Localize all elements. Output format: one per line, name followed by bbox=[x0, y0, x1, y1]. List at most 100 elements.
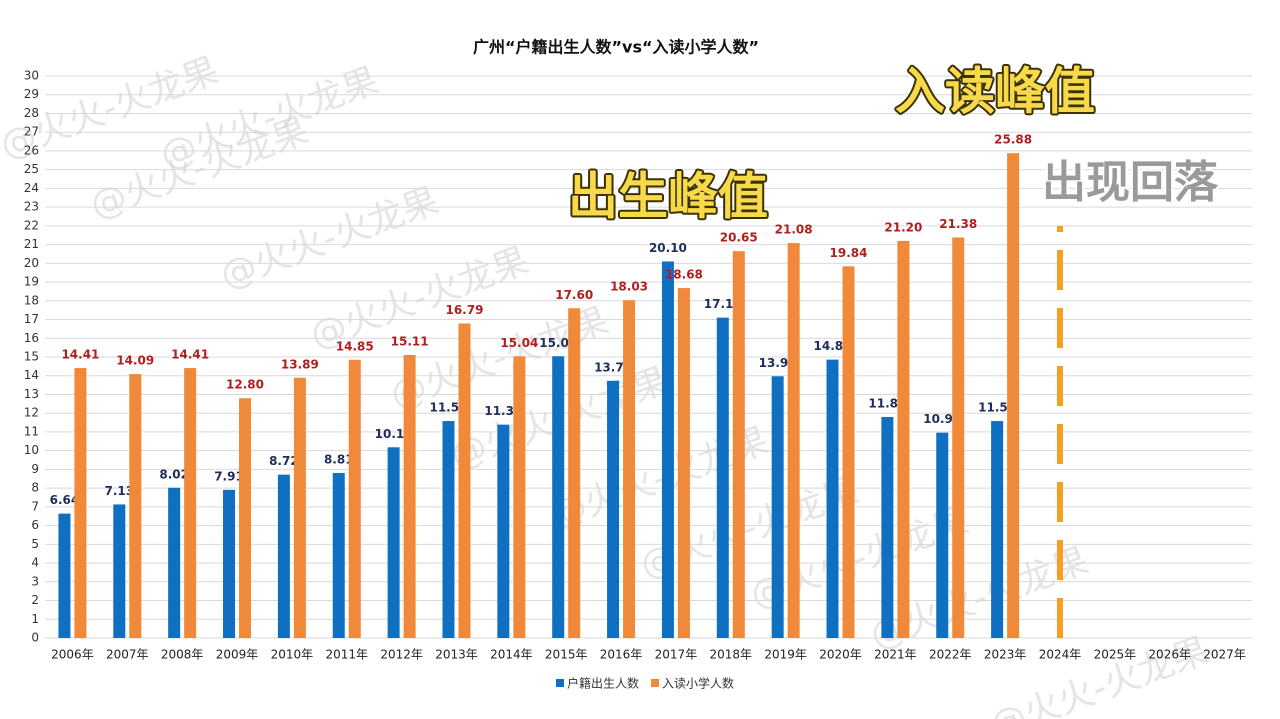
value-label: 11.58 bbox=[429, 401, 467, 415]
value-label: 15.04 bbox=[539, 336, 577, 350]
bar bbox=[442, 421, 455, 638]
value-label: 8.81 bbox=[324, 452, 354, 466]
bar bbox=[168, 487, 181, 638]
bar bbox=[1007, 153, 1020, 638]
y-tick-label: 9 bbox=[31, 462, 39, 476]
x-tick-label: 2008年 bbox=[161, 648, 204, 662]
value-label: 14.41 bbox=[61, 348, 99, 362]
y-tick-label: 23 bbox=[24, 200, 39, 214]
bar bbox=[607, 380, 620, 638]
value-label: 12.80 bbox=[226, 378, 264, 392]
value-label: 13.97 bbox=[759, 356, 797, 370]
y-tick-label: 29 bbox=[24, 87, 39, 101]
bar bbox=[387, 447, 400, 638]
y-tick-label: 25 bbox=[24, 162, 39, 176]
y-tick-label: 27 bbox=[24, 125, 39, 139]
bar bbox=[74, 368, 87, 638]
legend-swatch bbox=[556, 679, 564, 687]
y-tick-label: 6 bbox=[31, 518, 39, 532]
y-tick-label: 22 bbox=[24, 218, 39, 232]
value-label: 14.41 bbox=[171, 348, 209, 362]
y-tick-label: 28 bbox=[24, 106, 39, 120]
x-tick-label: 2027年 bbox=[1203, 648, 1246, 662]
bar bbox=[223, 489, 236, 638]
x-tick-label: 2006年 bbox=[51, 648, 94, 662]
x-tick-label: 2025年 bbox=[1094, 648, 1137, 662]
x-tick-label: 2009年 bbox=[216, 648, 259, 662]
y-tick-label: 24 bbox=[24, 181, 39, 195]
x-tick-label: 2010年 bbox=[271, 648, 314, 662]
value-label: 16.79 bbox=[445, 303, 483, 317]
bar bbox=[936, 432, 949, 638]
bar bbox=[716, 317, 729, 638]
value-label: 14.86 bbox=[814, 339, 852, 353]
legend-swatch bbox=[651, 679, 660, 687]
bar bbox=[277, 474, 290, 638]
y-tick-label: 16 bbox=[24, 331, 39, 345]
x-tick-label: 2015年 bbox=[545, 648, 588, 662]
y-tick-label: 2 bbox=[31, 593, 39, 607]
bar bbox=[787, 243, 800, 639]
bar bbox=[513, 356, 526, 638]
chart-title: 广州“户籍出生人数”vs“入读小学人数” bbox=[473, 38, 759, 57]
value-label: 13.73 bbox=[594, 360, 632, 374]
x-tick-label: 2007年 bbox=[106, 648, 149, 662]
x-tick-label: 2026年 bbox=[1148, 648, 1191, 662]
value-label: 8.72 bbox=[269, 454, 299, 468]
value-label: 21.38 bbox=[939, 217, 977, 231]
value-label: 7.91 bbox=[214, 469, 244, 483]
value-label: 18.03 bbox=[610, 280, 648, 294]
bar bbox=[239, 398, 252, 638]
y-tick-label: 10 bbox=[24, 443, 39, 457]
value-label: 15.11 bbox=[391, 334, 429, 348]
y-tick-label: 17 bbox=[24, 312, 39, 326]
y-tick-label: 4 bbox=[31, 556, 39, 570]
value-label: 17.10 bbox=[704, 297, 742, 311]
x-tick-label: 2023年 bbox=[984, 648, 1027, 662]
y-tick-label: 5 bbox=[31, 537, 39, 551]
bar bbox=[952, 237, 965, 639]
y-tick-label: 8 bbox=[31, 481, 39, 495]
x-tick-label: 2020年 bbox=[819, 648, 862, 662]
y-tick-label: 11 bbox=[24, 424, 39, 438]
bar bbox=[826, 359, 839, 638]
bar bbox=[348, 359, 361, 638]
x-tick-label: 2014年 bbox=[490, 648, 533, 662]
value-label: 20.65 bbox=[720, 231, 758, 245]
bar bbox=[552, 356, 565, 638]
bar bbox=[897, 240, 910, 638]
bar bbox=[842, 266, 855, 638]
y-tick-label: 26 bbox=[24, 143, 39, 157]
value-label: 11.58 bbox=[978, 401, 1016, 415]
bar bbox=[332, 472, 345, 638]
bar bbox=[661, 261, 674, 638]
value-label: 10.96 bbox=[923, 412, 961, 426]
value-label: 7.13 bbox=[104, 484, 134, 498]
value-label: 11.80 bbox=[868, 396, 906, 410]
value-label: 10.18 bbox=[375, 427, 413, 441]
value-label: 18.68 bbox=[665, 268, 703, 282]
x-tick-label: 2016年 bbox=[600, 648, 643, 662]
x-tick-label: 2022年 bbox=[929, 648, 972, 662]
y-tick-label: 13 bbox=[24, 387, 39, 401]
y-tick-label: 20 bbox=[24, 256, 39, 270]
value-label: 11.39 bbox=[484, 404, 522, 418]
bar bbox=[113, 504, 126, 638]
annotation: 出生峰值 bbox=[568, 168, 768, 226]
y-tick-label: 15 bbox=[24, 350, 39, 364]
bar bbox=[458, 323, 471, 638]
y-tick-label: 18 bbox=[24, 293, 39, 307]
bar bbox=[991, 421, 1004, 638]
bar bbox=[293, 377, 306, 638]
value-label: 20.10 bbox=[649, 241, 687, 255]
y-tick-label: 14 bbox=[24, 368, 39, 382]
bar bbox=[568, 308, 581, 638]
x-tick-label: 2021年 bbox=[874, 648, 917, 662]
value-label: 14.09 bbox=[116, 354, 154, 368]
annotation: 入读峰值 bbox=[895, 63, 1095, 121]
y-tick-label: 1 bbox=[31, 612, 39, 626]
bar bbox=[677, 288, 690, 638]
x-tick-label: 2019年 bbox=[764, 648, 807, 662]
bar bbox=[184, 368, 197, 638]
